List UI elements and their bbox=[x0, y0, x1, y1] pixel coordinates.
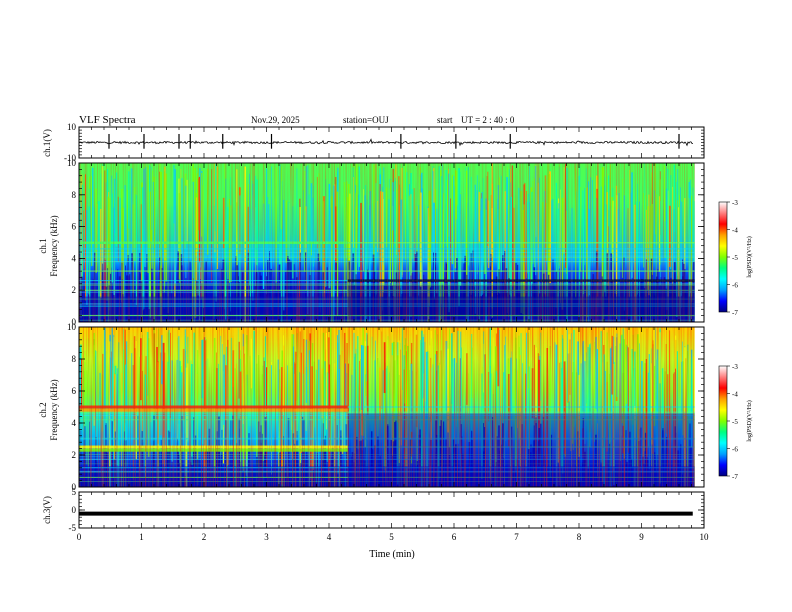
y-tick-label: 8 bbox=[72, 354, 77, 364]
spectrogram-texture bbox=[79, 163, 695, 322]
ch1-waveform-panel: 10 -10 bbox=[64, 122, 705, 163]
colorbar-label: log(PSD)(V²/Hz) bbox=[746, 236, 753, 277]
ch2-spec-ylabel-line1: ch.2 bbox=[38, 402, 48, 417]
ch1-spec-ylabel-line2: Frequency (kHz) bbox=[49, 215, 59, 276]
y-tick-label: 4 bbox=[72, 418, 77, 428]
ch3-ylabel: ch.3(V) bbox=[42, 496, 52, 524]
x-tick-label: 8 bbox=[577, 532, 582, 542]
colorbar-bar bbox=[718, 365, 728, 477]
spectrogram-axes: 0 2 4 6 8 10 bbox=[67, 158, 705, 327]
x-tick-label: 2 bbox=[202, 532, 207, 542]
y-tick-label: 10 bbox=[67, 122, 77, 132]
start-ut-label: UT = 2 : 40 : 0 bbox=[461, 115, 515, 125]
x-tick-label: 1 bbox=[139, 532, 144, 542]
y-tick-label: 0 bbox=[72, 317, 77, 327]
x-tick-label: 4 bbox=[327, 532, 332, 542]
x-tick-label: 6 bbox=[452, 532, 457, 542]
ch1-colorbar: -3 -4 -5 -6 -7 log(PSD)(V²/Hz) bbox=[718, 199, 753, 317]
colorbar-tick-label: -6 bbox=[732, 282, 738, 290]
y-tick-label: 0 bbox=[72, 482, 77, 492]
station-label: station=OUJ bbox=[343, 115, 389, 125]
ch1-waveform-line bbox=[79, 138, 693, 147]
colorbar-tick-label: -4 bbox=[732, 227, 738, 235]
colorbar-tick-label: -5 bbox=[732, 254, 738, 262]
y-tick-label: 2 bbox=[72, 450, 77, 460]
ch1-spec-ylabel-line1: ch.1 bbox=[38, 238, 48, 253]
ch1-spectrogram-panel: 0 2 4 6 8 10 bbox=[67, 158, 705, 327]
x-tick-label: 9 bbox=[639, 532, 644, 542]
date-label: Nov.29, 2025 bbox=[251, 115, 300, 125]
colorbar-tick-label: -7 bbox=[732, 309, 738, 317]
x-axis-label: Time (min) bbox=[369, 549, 414, 560]
ch1-ylabel: ch.1(V) bbox=[42, 129, 52, 157]
y-tick-label: 10 bbox=[67, 322, 77, 332]
spectrogram-axes: 0 2 4 6 8 10 bbox=[67, 322, 705, 492]
x-tick-label: 7 bbox=[514, 532, 519, 542]
y-tick-label: 10 bbox=[67, 158, 77, 168]
colorbar-tick-label: -3 bbox=[732, 363, 738, 371]
ch2-spectrogram-panel: 0 2 4 6 8 10 bbox=[67, 322, 705, 492]
colorbar-tick-label: -7 bbox=[732, 473, 738, 481]
x-tick-label: 10 bbox=[700, 532, 710, 542]
y-tick-label: 4 bbox=[72, 253, 77, 263]
colorbar-bar bbox=[718, 201, 728, 313]
y-tick-label: -10 bbox=[64, 153, 76, 163]
x-tick-label: 5 bbox=[389, 532, 394, 542]
x-tick-label: 3 bbox=[264, 532, 269, 542]
ch3-waveform-panel: 50-50 1 2 3 4 5 6 7 8 9 10 bbox=[69, 487, 710, 542]
y-tick-label: 5 bbox=[72, 487, 77, 497]
y-tick-label: 8 bbox=[72, 190, 77, 200]
colorbar-tick-label: -6 bbox=[732, 446, 738, 454]
y-tick-label: 6 bbox=[72, 222, 77, 232]
colorbar-label: log(PSD)(V²/Hz) bbox=[746, 400, 753, 441]
y-tick-label: 2 bbox=[72, 285, 77, 295]
start-label: start bbox=[437, 115, 453, 125]
ch2-spec-ylabel-line2: Frequency (kHz) bbox=[49, 379, 59, 440]
colorbar-tick-label: -3 bbox=[732, 199, 738, 207]
spectrogram-texture bbox=[79, 327, 695, 487]
colorbar-tick-label: -4 bbox=[732, 391, 738, 399]
panel-frame bbox=[78, 491, 705, 529]
x-tick-label: 0 bbox=[77, 532, 82, 542]
y-tick-label: 6 bbox=[72, 386, 77, 396]
figure-title: VLF Spectra bbox=[79, 114, 136, 126]
y-tick-label: -5 bbox=[69, 523, 77, 533]
ch2-colorbar: -3 -4 -5 -6 -7 log(PSD)(V²/Hz) bbox=[718, 363, 753, 481]
colorbar-tick-label: -5 bbox=[732, 418, 738, 426]
y-tick-label: 0 bbox=[72, 505, 77, 515]
